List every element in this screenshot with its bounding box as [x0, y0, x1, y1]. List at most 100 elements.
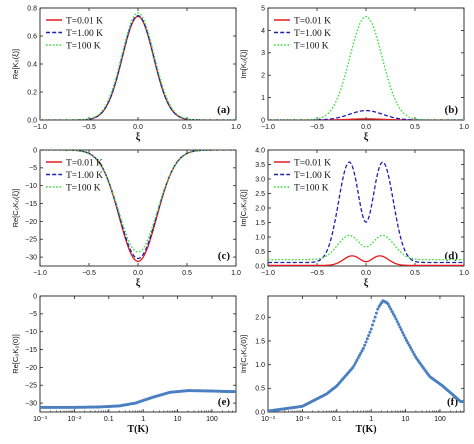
y-axis-label: Im[K₀(ξ)]	[239, 50, 248, 79]
plot-area-b	[268, 15, 464, 120]
plot-frame-f	[267, 295, 465, 413]
data-point	[367, 334, 371, 338]
x-tick-label: 10	[402, 416, 410, 423]
data-point	[357, 354, 361, 358]
data-point	[356, 356, 360, 360]
x-tick-label: 0.0	[361, 124, 371, 131]
data-point	[397, 322, 401, 326]
y-tick-label: 0	[33, 147, 37, 154]
series-line-3	[268, 234, 464, 261]
legend-label-2: T=1.00 K	[294, 29, 331, 39]
x-tick-label: 1	[141, 416, 145, 423]
panel-f: 10⁻³ 10⁻² 0.1 1 10 100 0.0 0.5 1.0 1.5 2.0 T(K) Im[C…	[239, 295, 465, 435]
y-tick-label: −25	[25, 237, 37, 244]
x-tick-label: −1.0	[261, 124, 275, 131]
y-tick-label: 0.6	[27, 33, 37, 40]
plot-frame-e	[39, 295, 237, 413]
y-tick-label: 0.8	[27, 5, 37, 12]
panel-label: (d)	[445, 250, 459, 262]
data-point	[388, 305, 392, 309]
legend-label-3: T=100 K	[66, 41, 101, 51]
panel-b: −1.0 −0.5 0.0 0.5 1.0 0 1 2 3 4 5 ξ Im[K₀(ξ)] (b) T=0.…	[239, 5, 469, 143]
y-tick-label: 1.0	[255, 234, 265, 241]
series-line-3	[268, 15, 464, 120]
x-tick-label: 0.0	[361, 270, 371, 277]
y-tick-label: 3	[261, 50, 265, 57]
legend-label-1: T=0.01 K	[294, 158, 331, 168]
x-tick-label: 1.0	[231, 270, 241, 277]
data-point	[401, 330, 405, 334]
panel-label: (a)	[217, 104, 230, 116]
y-tick-label: 3.5	[255, 162, 265, 169]
data-point	[390, 310, 394, 314]
x-tick-label: −0.5	[310, 270, 324, 277]
data-point	[359, 351, 363, 355]
y-tick-label: 0.0	[255, 263, 265, 270]
y-tick-label: 5	[261, 5, 265, 12]
legend-label-1: T=0.01 K	[66, 158, 103, 168]
x-tick-label: 1.0	[459, 270, 469, 277]
data-point	[363, 343, 367, 347]
y-tick-label: −30	[25, 400, 37, 407]
x-tick-label: 10	[174, 416, 182, 423]
data-point	[462, 400, 464, 404]
y-tick-label: 2.5	[255, 191, 265, 198]
series-line-2	[40, 15, 236, 120]
data-point	[405, 338, 409, 342]
y-tick-label: 0	[261, 117, 265, 124]
legend-label-3: T=100 K	[294, 183, 329, 193]
x-axis-label: ξ	[364, 278, 369, 289]
legend: T=0.01 K T=1.00 K T=100 K	[46, 16, 103, 51]
y-tick-label: −5	[29, 311, 37, 318]
x-tick-label: 1.0	[231, 124, 241, 131]
data-point	[234, 390, 236, 394]
data-point	[398, 325, 402, 329]
y-tick-label: 1.0	[255, 362, 265, 369]
y-tick-label: −20	[25, 219, 37, 226]
panel-e: 10⁻³ 10⁻² 0.1 1 10 100 0 −5 −10 −15 −20 −25 −30 T(K) R…	[11, 293, 237, 435]
y-tick-label: 0.0	[27, 117, 37, 124]
x-axis-label: ξ	[364, 132, 369, 143]
x-tick-label: 0.0	[133, 124, 143, 131]
data-point	[410, 348, 414, 352]
y-tick-label: 1	[261, 95, 265, 102]
legend: T=0.01 K T=1.00 K T=100 K	[46, 158, 103, 193]
series-line-2	[268, 161, 464, 264]
x-tick-label: −1.0	[261, 270, 275, 277]
data-point	[361, 346, 365, 350]
data-point	[386, 302, 390, 306]
legend: T=0.01 K T=1.00 K T=100 K	[274, 16, 331, 51]
data-point	[376, 307, 380, 311]
y-tick-label: 1.5	[255, 220, 265, 227]
x-tick-label: 10⁻³	[33, 416, 47, 423]
x-tick-label: 100	[434, 416, 446, 423]
panel-label: (f)	[447, 396, 458, 408]
x-tick-label: 1	[369, 416, 373, 423]
y-tick-label: 1.5	[255, 338, 265, 345]
panel-a: −1.0 −0.5 0.0 0.5 1.0 0.0 0.2 0.4 0.6 0.8 ξ Re[K₀(ξ…	[11, 5, 241, 143]
y-tick-label: 3.0	[255, 176, 265, 183]
y-tick-label: 0.5	[255, 249, 265, 256]
data-point	[395, 320, 399, 324]
x-tick-label: −1.0	[33, 124, 47, 131]
data-point	[372, 319, 376, 323]
x-tick-label: 0.5	[182, 270, 192, 277]
data-point	[393, 314, 397, 318]
y-tick-label: 2.0	[255, 315, 265, 322]
data-point	[368, 330, 372, 334]
x-axis-label: ξ	[136, 278, 141, 289]
panel-label: (b)	[445, 104, 459, 116]
y-tick-label: 0	[33, 293, 37, 300]
panel-label: (c)	[218, 250, 231, 262]
data-point	[374, 311, 378, 315]
data-point	[408, 346, 412, 349]
y-tick-label: 0.5	[255, 386, 265, 393]
plot-area-d	[268, 161, 464, 266]
data-point	[365, 337, 369, 341]
plot-area-f	[268, 299, 464, 412]
series-line-2	[40, 150, 236, 260]
legend-label-1: T=0.01 K	[294, 16, 331, 26]
y-tick-label: −10	[25, 183, 37, 190]
panel-label: (e)	[218, 396, 231, 408]
